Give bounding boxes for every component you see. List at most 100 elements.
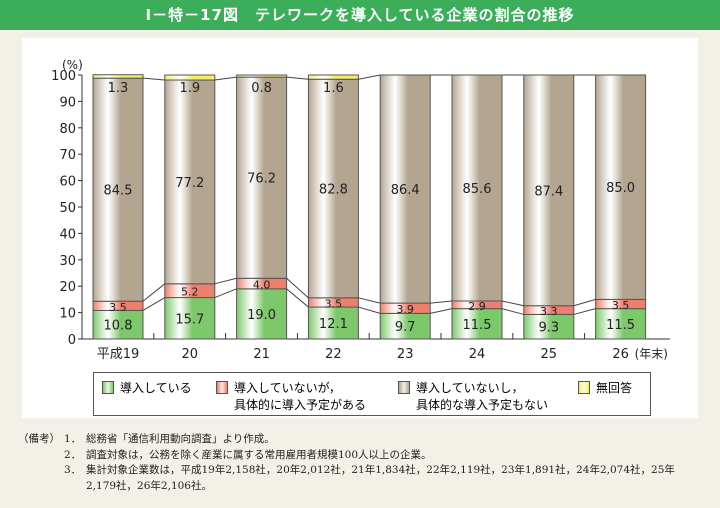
data-label: 1.3 (108, 81, 129, 96)
data-label: 15.7 (175, 312, 204, 327)
data-label: 76.2 (247, 172, 276, 187)
x-tick-label: 26 (612, 347, 629, 362)
legend-swatch (216, 381, 228, 394)
data-label: 3.5 (612, 299, 630, 312)
bar-segment (451, 308, 503, 340)
chart-title: Ⅰ－特－17図 テレワークを導入している企業の割合の推移 (0, 0, 720, 30)
legend-label: 無回答 (596, 381, 633, 395)
data-label: 3.9 (396, 303, 414, 316)
bar-segment (595, 308, 647, 340)
bar-segment (92, 77, 144, 302)
data-label: 2.9 (468, 300, 486, 313)
data-label: 77.2 (175, 176, 204, 191)
connector-line (430, 300, 453, 304)
bar-segment (523, 74, 575, 307)
x-tick-label: 21 (253, 347, 270, 362)
bar-segment (236, 74, 288, 78)
x-tick-label: 22 (325, 347, 342, 362)
data-label: 3.3 (540, 305, 558, 318)
data-label: 5.2 (181, 286, 199, 299)
note-num: 2． (64, 448, 82, 461)
connector-line (358, 297, 381, 304)
legend-swatch (398, 381, 410, 394)
data-label: 86.4 (391, 183, 420, 198)
data-label: 12.1 (319, 317, 348, 332)
legend-item-no-answer: 無回答 (578, 379, 632, 396)
x-tick-label: 24 (469, 347, 486, 362)
bar-segment (379, 74, 431, 304)
connector-line (573, 298, 596, 307)
data-label: 85.0 (606, 181, 635, 196)
notes-header: （備考） (18, 433, 60, 445)
bar-segment (451, 74, 503, 302)
legend-swatch (102, 381, 114, 394)
connector-line (214, 277, 237, 285)
y-tick-label: 70 (59, 148, 76, 163)
legend: 導入している 導入していないが， 具体的に導入予定がある 導入していないし， 具体的… (93, 372, 651, 416)
y-tick-label: 100 (51, 69, 76, 84)
bar-segment (164, 79, 216, 285)
x-axis-suffix: (年末) (635, 347, 668, 361)
connector-line (286, 288, 309, 308)
connector-line (501, 300, 524, 307)
bar-segment (307, 78, 359, 299)
data-label: 0.8 (251, 81, 272, 96)
legend-label: 導入していないし， 具体的な導入予定もない (416, 381, 549, 412)
data-label: 1.6 (323, 81, 344, 96)
data-label: 11.5 (463, 318, 492, 333)
data-label: 10.8 (104, 319, 133, 334)
connector-line (430, 308, 453, 314)
y-tick-label: 60 (59, 175, 76, 190)
bar-segment (236, 76, 288, 279)
data-label: 84.5 (104, 184, 133, 199)
data-label: 9.7 (395, 320, 416, 335)
legend-item-not-planned: 導入していないし， 具体的な導入予定もない (398, 379, 548, 413)
data-label: 3.5 (109, 301, 127, 314)
x-tick-label: 25 (541, 347, 558, 362)
bar-segment (236, 288, 288, 340)
data-label: 85.6 (463, 182, 492, 197)
legend-item-implemented: 導入している (102, 379, 192, 396)
y-tick-label: 80 (59, 122, 76, 137)
data-label: 9.3 (538, 321, 559, 336)
y-tick-label: 10 (59, 307, 76, 322)
bar-segment (523, 313, 575, 340)
connector-line (501, 308, 524, 315)
bar-segment (92, 74, 144, 79)
bar-segment (595, 74, 647, 300)
note-text: 集計対象企業数は，平成19年2,158社，20年2,012社，21年1,834社… (86, 464, 675, 492)
x-tick-label: 平成19 (97, 347, 140, 362)
data-label: 4.0 (253, 279, 271, 292)
connector-line (142, 283, 166, 302)
y-tick-label: 90 (59, 95, 76, 110)
y-tick-label: 50 (59, 201, 76, 216)
connector-line (358, 306, 381, 314)
connector-line (286, 76, 309, 80)
data-label: 19.0 (247, 308, 276, 323)
note-num: 1． (64, 433, 82, 445)
data-label: 1.9 (179, 81, 200, 96)
y-tick-label: 0 (68, 333, 76, 348)
bar-segment (164, 74, 216, 81)
x-tick-label: 23 (397, 347, 414, 362)
connector-line (142, 77, 165, 81)
legend-label: 導入していないが， 具体的に導入予定がある (234, 381, 367, 412)
bar-segment (307, 74, 359, 80)
connector-line (358, 74, 381, 80)
y-axis-label: (%) (62, 58, 83, 72)
data-label: 82.8 (319, 183, 348, 198)
stacked-bar-chart: (%) 0 10 20 30 40 50 60 70 80 90 100 10.8 3.5 84.5 1.3 平… (51, 58, 670, 362)
x-tick-label: 20 (182, 347, 199, 362)
note-text: 調査対象は，公務を除く産業に属する常用雇用者規模100人以上の企業。 (86, 448, 432, 461)
data-label: 3.5 (325, 297, 343, 310)
data-label: 11.5 (606, 318, 635, 333)
legend-item-planned: 導入していないが， 具体的に導入予定がある (216, 379, 366, 413)
connector-line (573, 308, 596, 315)
legend-swatch (578, 381, 590, 394)
bar-segment (307, 306, 359, 340)
y-tick-label: 40 (59, 227, 76, 242)
legend-label: 導入している (120, 381, 192, 395)
note-num: 3． (64, 464, 82, 476)
bar-segment (379, 312, 431, 340)
connector-line (286, 277, 309, 299)
